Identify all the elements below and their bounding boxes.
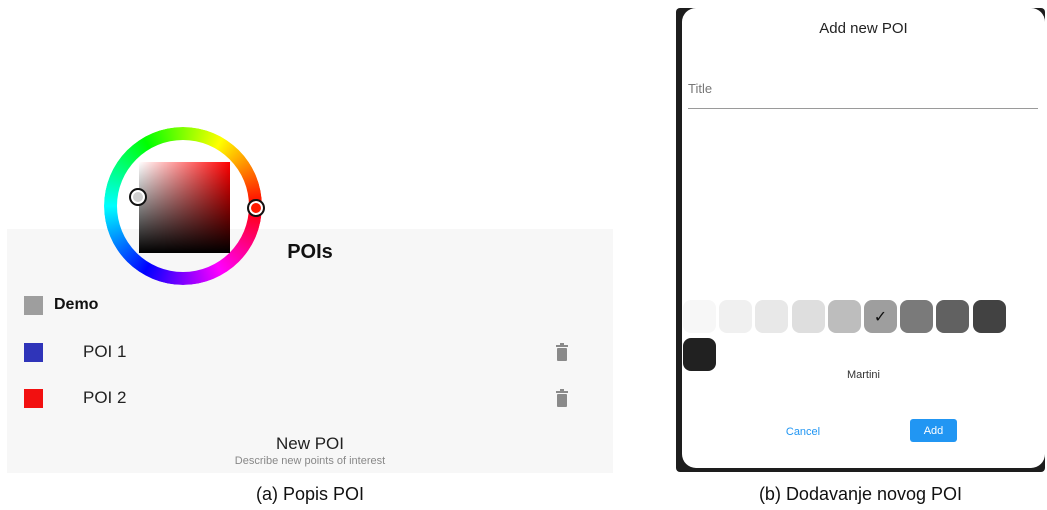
caption-a: (a) Popis POI bbox=[255, 484, 365, 504]
title-input[interactable] bbox=[688, 68, 1038, 109]
color-swatch[interactable] bbox=[719, 300, 753, 333]
group-label: Demo bbox=[54, 296, 99, 313]
trash-icon[interactable] bbox=[556, 389, 568, 407]
page-title: POIs bbox=[287, 241, 333, 263]
color-swatch[interactable] bbox=[683, 300, 716, 333]
color-name-label: Martini bbox=[846, 369, 880, 381]
saturation-value-square[interactable] bbox=[139, 162, 230, 253]
trash-icon[interactable] bbox=[556, 343, 568, 361]
color-swatch[interactable] bbox=[900, 300, 934, 333]
color-swatch[interactable] bbox=[827, 300, 861, 333]
new-poi-button[interactable]: New POI bbox=[275, 434, 345, 453]
dialog-title: Add new POI bbox=[819, 20, 908, 37]
poi-color-swatch bbox=[24, 342, 43, 362]
add-poi-dialog: Add new POI bbox=[682, 8, 1045, 468]
color-swatch[interactable]: ✓ bbox=[864, 300, 897, 333]
group-color-swatch bbox=[24, 295, 43, 315]
new-poi-subtitle: Describe new points of interest bbox=[234, 455, 386, 467]
cancel-button[interactable]: Cancel bbox=[777, 421, 829, 443]
caption-b: (b) Dodavanje novog POI bbox=[758, 484, 963, 504]
color-swatch[interactable] bbox=[683, 338, 716, 371]
poi-list-panel: POIs Demo POI 1 POI 2 New POI Describe n… bbox=[7, 229, 613, 473]
poi-list-item-1[interactable]: POI 1 bbox=[24, 340, 584, 364]
check-icon: ✓ bbox=[873, 308, 888, 326]
add-button[interactable]: Add bbox=[910, 419, 957, 442]
color-swatch[interactable] bbox=[936, 300, 970, 333]
poi-list-item-2[interactable]: POI 2 bbox=[24, 386, 584, 410]
hue-handle[interactable] bbox=[247, 199, 265, 217]
color-swatch[interactable] bbox=[972, 300, 1006, 333]
poi-color-swatch bbox=[24, 388, 43, 408]
color-swatch[interactable] bbox=[755, 300, 789, 333]
poi-group-demo[interactable]: Demo bbox=[24, 293, 98, 317]
saturation-handle[interactable] bbox=[129, 188, 147, 206]
color-swatch[interactable] bbox=[791, 300, 825, 333]
poi-label: POI 1 bbox=[83, 342, 127, 361]
poi-label: POI 2 bbox=[83, 388, 127, 407]
